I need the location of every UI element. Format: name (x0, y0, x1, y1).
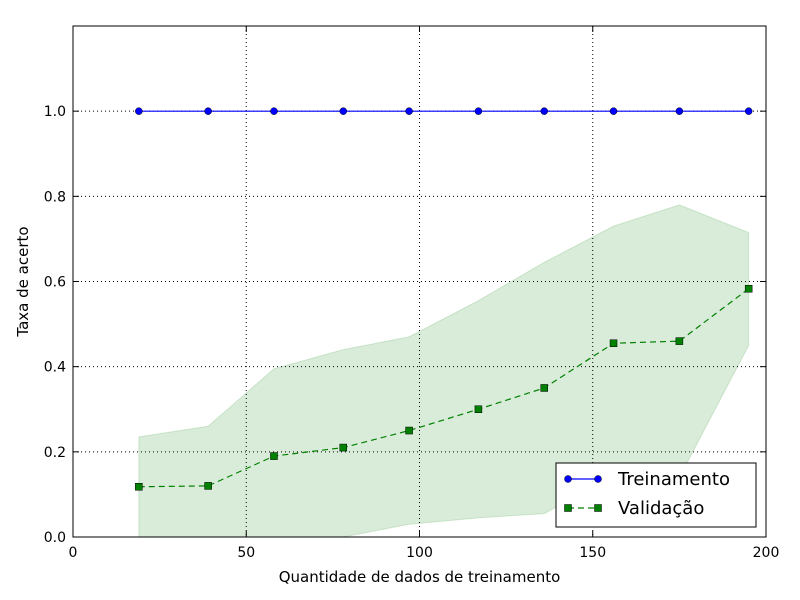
legend-marker-1 (564, 504, 572, 512)
series-line-1 (138, 288, 750, 488)
series-0-point (339, 107, 348, 115)
series-0-point (270, 107, 278, 115)
x-tick-label: 50 (237, 545, 255, 561)
legend-label-0: Treinamento (617, 469, 730, 490)
series-1-point (405, 426, 413, 435)
legend-marker-1 (594, 504, 602, 512)
series-layer (135, 107, 753, 491)
series-0-point (609, 107, 618, 115)
series-1-point (474, 405, 483, 413)
x-tick-label: 150 (579, 545, 606, 561)
series-1-point (675, 337, 684, 345)
series-1-point (204, 482, 212, 490)
series-0-point (675, 107, 684, 115)
x-tick-label: 100 (406, 545, 433, 561)
x-tick-label: 0 (69, 545, 78, 561)
legend-label-1: Validação (618, 498, 704, 519)
series-0-point (474, 107, 483, 115)
series-1-point (339, 443, 348, 452)
y-tick-label: 0.2 (44, 445, 66, 461)
legend-box (555, 462, 757, 528)
y-tick-label: 0.0 (44, 530, 66, 546)
y-axis-label: Taxa de acerto (14, 226, 32, 337)
series-0-point (744, 107, 753, 115)
legend-entries: Treinamento Validação (564, 469, 730, 519)
y-tick-label: 0.8 (44, 189, 66, 205)
legend-marker-0 (594, 475, 602, 483)
series-1-point (135, 483, 143, 491)
series-1-point (744, 284, 753, 293)
series-0-point (135, 107, 143, 115)
y-tick-label: 1.0 (44, 104, 66, 120)
series-0-point (540, 107, 548, 115)
legend: Treinamento Validação (555, 462, 757, 528)
y-tick-label: 0.4 (44, 360, 66, 376)
x-tick-label: 200 (753, 545, 780, 561)
x-axis-label: Quantidade de dados de treinamento (279, 568, 561, 586)
y-tick-label: 0.6 (44, 275, 66, 291)
tick-layer: 0 50 100 150 200 0.0 0.2 0.4 0.6 0.8 1.0 (44, 26, 780, 561)
series-1-point (270, 452, 278, 460)
legend-marker-0 (564, 475, 572, 483)
series-1-point (540, 384, 548, 392)
series-0-point (204, 107, 212, 115)
series-0-point (405, 107, 413, 115)
series-1-point (609, 339, 618, 347)
